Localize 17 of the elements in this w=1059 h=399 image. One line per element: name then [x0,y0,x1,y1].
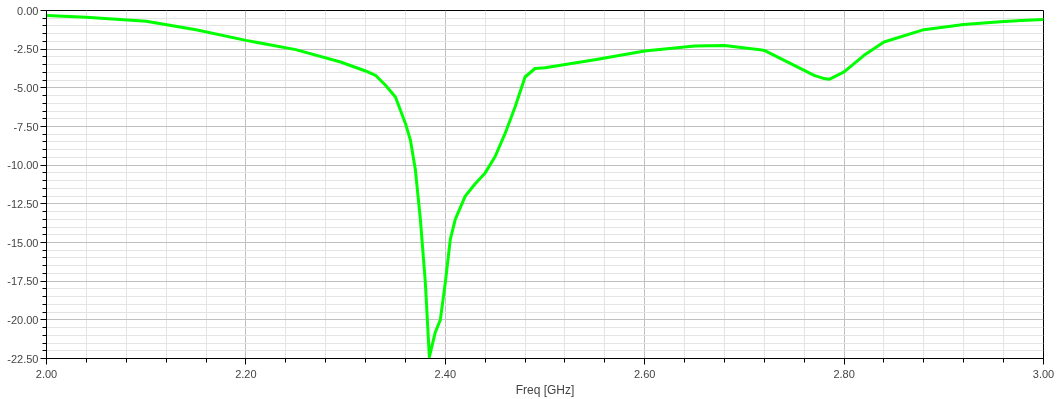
y-tick-label: -17.50 [7,275,39,288]
x-tick-label: 2.60 [634,367,656,380]
x-axis-title: Freq [GHz] [515,382,575,397]
y-tick-label: -20.00 [7,313,39,326]
x-tick-label: 2.00 [35,367,58,380]
y-tick-label: -15.00 [7,236,39,249]
y-tick-label: -5.00 [13,81,39,94]
y-tick-label: -22.50 [7,352,39,365]
x-tick-label: 2.80 [833,367,855,380]
y-tick-label: -7.50 [13,120,39,133]
x-tick-label: 2.20 [235,367,257,380]
x-tick-label: 3.00 [1032,367,1055,380]
y-tick-label: 0.00 [17,4,39,17]
x-tick-label: 2.40 [434,367,457,380]
y-tick-label: -12.50 [7,197,39,210]
y-tick-label: -10.00 [7,159,39,172]
y-tick-label: -2.50 [13,43,39,56]
